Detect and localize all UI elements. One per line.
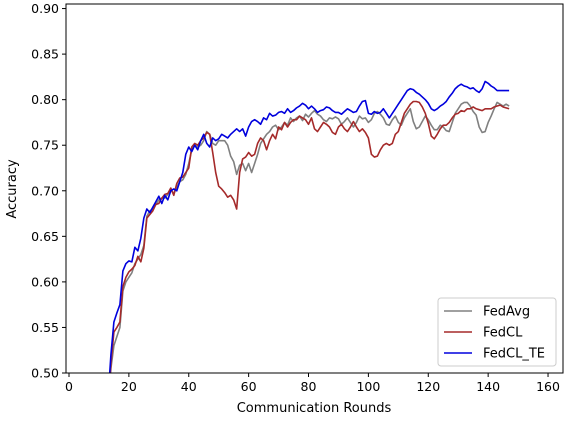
- y-tick-label: 0.55: [31, 320, 59, 335]
- series-layer: [108, 80, 510, 373]
- y-tick-label: 0.80: [31, 92, 59, 107]
- y-tick-label: 0.50: [31, 366, 59, 381]
- x-tick-label: 120: [416, 379, 440, 394]
- x-tick-label: 60: [241, 379, 257, 394]
- y-tick-label: 0.70: [31, 183, 59, 198]
- y-axis-label: Accuracy: [5, 159, 20, 219]
- y-tick-label: 0.65: [31, 229, 59, 244]
- legend-box: [437, 297, 557, 367]
- x-tick-label: 20: [121, 379, 137, 394]
- y-tick-label: 0.60: [31, 274, 59, 289]
- legend: FedAvg FedCL FedCL_TE: [437, 297, 557, 367]
- plot-frame: [65, 3, 564, 374]
- y-tick-label: 0.85: [31, 47, 59, 62]
- y-tick-label: 0.75: [31, 138, 59, 153]
- x-tick-label: 80: [301, 379, 317, 394]
- y-tick-label: 0.90: [31, 1, 59, 16]
- x-tick-label: 100: [356, 379, 380, 394]
- x-axis-label: Communication Rounds: [237, 401, 392, 416]
- x-axis: 0 20 40 60 80 100 120 140 160: [65, 373, 560, 394]
- series-line-fedcl-te: [108, 80, 510, 373]
- x-tick-label: 40: [181, 379, 197, 394]
- legend-label-fedcl-te: FedCL_TE: [483, 347, 545, 362]
- y-axis: 0.50 0.55 0.60 0.65 0.70 0.75 0.80 0.85 0.90: [31, 1, 66, 381]
- legend-label-fedcl: FedCL: [483, 326, 523, 341]
- x-tick-label: 140: [476, 379, 500, 394]
- legend-label-fedavg: FedAvg: [483, 305, 530, 320]
- x-tick-label: 0: [65, 379, 73, 394]
- x-tick-label: 160: [536, 379, 560, 394]
- series-line-fedcl: [109, 100, 510, 373]
